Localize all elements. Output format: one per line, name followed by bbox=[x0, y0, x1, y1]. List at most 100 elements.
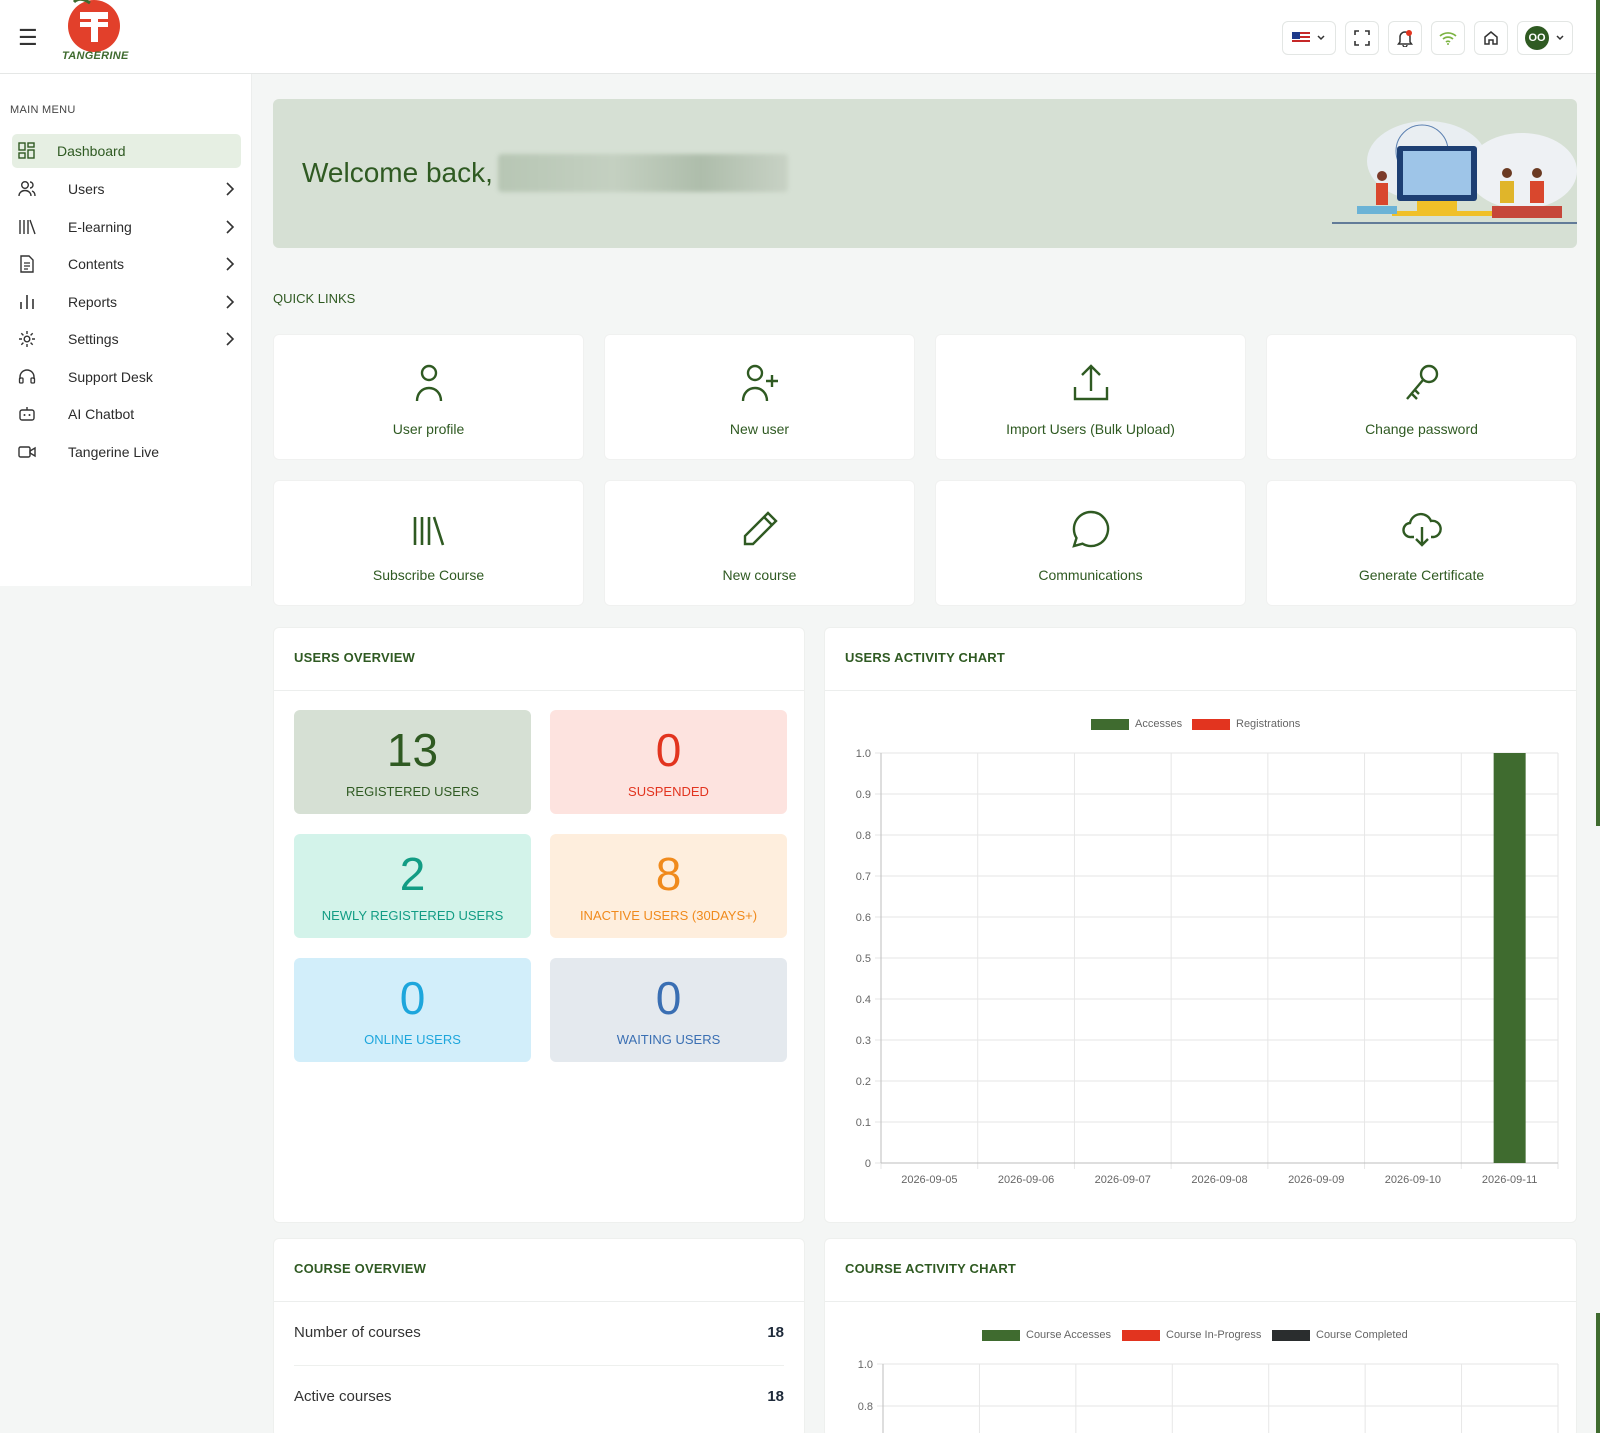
welcome-illustration bbox=[1332, 121, 1577, 224]
upload-icon bbox=[1073, 364, 1108, 401]
stat-waiting-users[interactable]: 0 WAITING USERS bbox=[550, 958, 787, 1062]
language-selector[interactable] bbox=[1282, 21, 1336, 55]
y-tick-label: 0.9 bbox=[856, 789, 871, 801]
sidebar-item-label: AI Chatbot bbox=[68, 406, 135, 422]
y-tick-label: 0.8 bbox=[858, 1401, 873, 1413]
quick-link-label: Generate Certificate bbox=[1358, 567, 1485, 583]
x-tick-label: 2026-09-07 bbox=[1095, 1174, 1151, 1186]
users-activity-card: USERS ACTIVITY CHART Accesses Registrati… bbox=[824, 627, 1577, 1223]
stat-value: 2 bbox=[399, 848, 426, 900]
course-overview-title: COURSE OVERVIEW bbox=[294, 1261, 427, 1276]
legend-swatch bbox=[982, 1329, 1020, 1341]
quick-link-new-course[interactable]: New course bbox=[604, 480, 915, 606]
x-tick-label: 2026-09-05 bbox=[901, 1174, 957, 1186]
quick-link-change-password[interactable]: Change password bbox=[1266, 334, 1577, 460]
sidebar-item-reports[interactable]: Reports bbox=[12, 285, 241, 319]
chevron-right-icon bbox=[226, 295, 235, 309]
fullscreen-button[interactable] bbox=[1345, 21, 1379, 55]
quick-link-generate-certificate[interactable]: Generate Certificate bbox=[1266, 480, 1577, 606]
users-activity-title: USERS ACTIVITY CHART bbox=[845, 650, 1006, 665]
x-tick-label: 2026-09-09 bbox=[1288, 1174, 1344, 1186]
divider bbox=[825, 690, 1576, 691]
x-tick-label: 2026-09-06 bbox=[998, 1174, 1054, 1186]
user-menu[interactable]: OO bbox=[1517, 21, 1573, 55]
top-bar: ☰ TANGERINE OO bbox=[0, 0, 1600, 74]
sidebar-item-users[interactable]: Users bbox=[12, 172, 241, 206]
stat-online-users[interactable]: 0 ONLINE USERS bbox=[294, 958, 531, 1062]
headset-icon bbox=[18, 369, 36, 384]
chat-icon bbox=[1071, 510, 1109, 548]
sidebar-item-dashboard[interactable]: Dashboard bbox=[12, 134, 241, 168]
quick-links-title: QUICK LINKS bbox=[273, 291, 356, 306]
divider bbox=[274, 1301, 804, 1302]
legend-registrations[interactable]: Registrations bbox=[1192, 718, 1300, 730]
legend-course-completed[interactable]: Course Completed bbox=[1272, 1329, 1408, 1341]
legend-course-accesses[interactable]: Course Accesses bbox=[982, 1329, 1111, 1341]
stat-label: NEWLY REGISTERED USERS bbox=[321, 908, 504, 923]
course-activity-chart: 1.00.80.6 bbox=[858, 1359, 1559, 1433]
y-tick-label: 0.2 bbox=[856, 1076, 871, 1088]
scrollbar-lower[interactable] bbox=[1596, 1313, 1600, 1433]
quick-link-new-user[interactable]: New user bbox=[604, 334, 915, 460]
legend-course-in-progress[interactable]: Course In-Progress bbox=[1122, 1329, 1261, 1341]
quick-link-user-profile[interactable]: User profile bbox=[273, 334, 584, 460]
stat-inactive-users[interactable]: 8 INACTIVE USERS (30DAYS+) bbox=[550, 834, 787, 938]
y-tick-label: 1.0 bbox=[858, 1359, 873, 1371]
bar-chart-icon bbox=[20, 295, 34, 309]
stat-registered-users[interactable]: 13 REGISTERED USERS bbox=[294, 710, 531, 814]
course-overview-card: COURSE OVERVIEW Number of courses 18 Act… bbox=[273, 1238, 805, 1433]
sidebar-item-support-desk[interactable]: Support Desk bbox=[12, 360, 241, 394]
sidebar-item-ai-chatbot[interactable]: AI Chatbot bbox=[12, 397, 241, 431]
stat-value: 8 bbox=[655, 848, 682, 900]
user-icon bbox=[415, 364, 442, 402]
robot-icon bbox=[19, 407, 35, 421]
bar-accesses bbox=[1493, 753, 1526, 1163]
users-icon bbox=[18, 181, 36, 197]
course-row-number-of-courses: Number of courses 18 bbox=[294, 1302, 784, 1366]
legend-label: Course In-Progress bbox=[1166, 1329, 1262, 1341]
sidebar-item-e-learning[interactable]: E-learning bbox=[12, 210, 241, 244]
stat-value: 0 bbox=[655, 724, 682, 776]
quick-link-communications[interactable]: Communications bbox=[935, 480, 1246, 606]
welcome-banner: Welcome back, bbox=[273, 99, 1577, 248]
quick-link-label: Communications bbox=[1038, 567, 1143, 583]
gear-icon bbox=[19, 331, 35, 347]
course-row-value: 18 bbox=[767, 1388, 784, 1405]
quick-link-label: Change password bbox=[1365, 421, 1478, 437]
quick-link-import-users[interactable]: Import Users (Bulk Upload) bbox=[935, 334, 1246, 460]
cloud-download-icon bbox=[1401, 512, 1442, 547]
users-activity-chart: 1.0 0.9 0.8 0.7 0.6 0.5 0.4 0.3 0.2 0.1 0 2026-09-0… bbox=[856, 748, 1559, 1186]
home-icon bbox=[1484, 31, 1498, 45]
scrollbar[interactable] bbox=[1596, 0, 1600, 826]
legend-swatch bbox=[1122, 1329, 1160, 1341]
hamburger-icon[interactable]: ☰ bbox=[18, 25, 38, 50]
course-row-label: Active courses bbox=[294, 1388, 392, 1405]
sidebar-item-tangerine-live[interactable]: Tangerine Live bbox=[12, 435, 241, 469]
user-plus-icon bbox=[741, 364, 778, 402]
legend-accesses[interactable]: Accesses bbox=[1091, 718, 1182, 730]
y-tick-label: 1.0 bbox=[856, 748, 871, 760]
sidebar-item-settings[interactable]: Settings bbox=[12, 322, 241, 356]
stat-label: WAITING USERS bbox=[616, 1032, 721, 1047]
chevron-right-icon bbox=[226, 257, 235, 271]
notifications-button[interactable] bbox=[1388, 21, 1422, 55]
grid-icon bbox=[18, 142, 35, 159]
connection-status[interactable] bbox=[1431, 21, 1465, 55]
y-tick-label: 0.1 bbox=[856, 1117, 871, 1129]
stat-value: 0 bbox=[399, 972, 426, 1024]
bell-icon bbox=[1397, 30, 1413, 47]
legend-label: Registrations bbox=[1236, 718, 1301, 730]
home-button[interactable] bbox=[1474, 21, 1508, 55]
divider bbox=[274, 690, 804, 691]
legend-swatch bbox=[1091, 718, 1129, 730]
welcome-text: Welcome back, bbox=[302, 157, 493, 188]
sidebar-item-contents[interactable]: Contents bbox=[12, 247, 241, 281]
stat-suspended[interactable]: 0 SUSPENDED bbox=[550, 710, 787, 814]
quick-link-subscribe-course[interactable]: Subscribe Course bbox=[273, 480, 584, 606]
y-tick-label: 0 bbox=[865, 1158, 871, 1170]
blurred-username bbox=[498, 154, 788, 192]
stat-newly-registered-users[interactable]: 2 NEWLY REGISTERED USERS bbox=[294, 834, 531, 938]
sidebar-item-label: Contents bbox=[68, 256, 125, 272]
stat-label: ONLINE USERS bbox=[364, 1032, 461, 1047]
sidebar-item-label: Support Desk bbox=[68, 369, 153, 385]
